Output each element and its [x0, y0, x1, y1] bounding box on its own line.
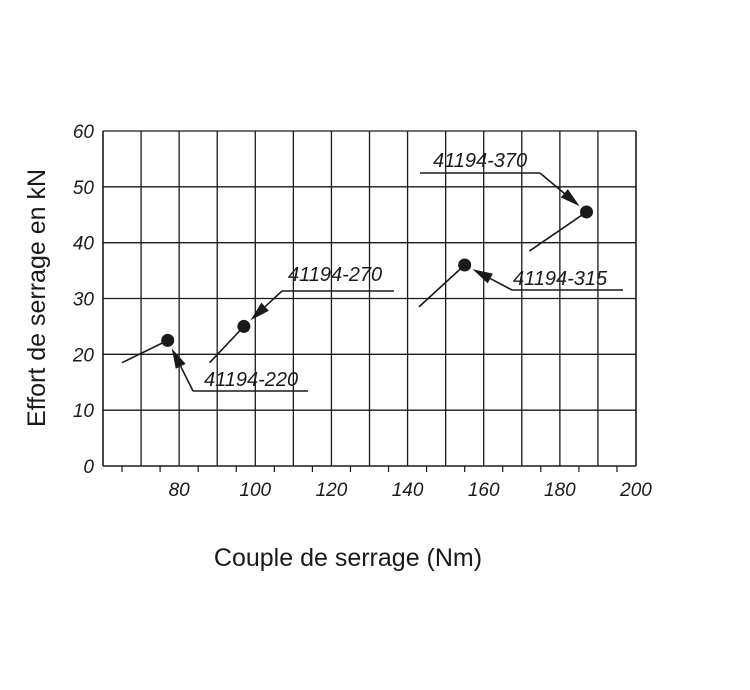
- y-tick-label: 50: [73, 178, 95, 199]
- annotation-arrowhead: [472, 269, 493, 284]
- x-tick-label: 200: [619, 480, 652, 501]
- x-tick-label: 120: [316, 480, 348, 501]
- y-tick-label: 30: [73, 290, 95, 311]
- y-tick-label: 10: [73, 401, 95, 422]
- trend-segments: [121, 211, 587, 364]
- annotation-leader: [264, 290, 283, 308]
- x-axis-label: Couple de serrage (Nm): [214, 544, 482, 572]
- point-label: 41194-370: [433, 150, 527, 172]
- trend-segment: [418, 264, 466, 308]
- point-annotations: 41194-220 41194-270 41194-315 41194-370: [171, 150, 623, 392]
- point-label: 41194-270: [288, 264, 382, 286]
- annotation-leader: [179, 365, 194, 392]
- data-points: [161, 205, 594, 347]
- y-tick-label: 0: [83, 457, 94, 478]
- trend-segment: [121, 339, 169, 364]
- tick-labels: 0 10 20 30 40 50 60 80 100 120 140 160 180 200: [72, 122, 652, 501]
- annotation-arrowhead: [250, 302, 269, 321]
- x-tick-label: 140: [392, 480, 424, 501]
- y-axis-label: Effort de serrage en kN: [23, 169, 51, 427]
- data-point: [237, 319, 251, 333]
- y-tick-label: 60: [73, 122, 95, 143]
- data-point: [458, 258, 472, 272]
- x-tick-label: 180: [544, 480, 576, 501]
- trend-segment: [528, 211, 587, 252]
- point-label: 41194-220: [204, 369, 298, 391]
- x-tick-label: 80: [169, 480, 191, 501]
- annotation-arrowhead: [171, 348, 186, 369]
- annotation-leader: [539, 172, 565, 194]
- trend-segment: [209, 325, 245, 364]
- grid: [102, 130, 637, 472]
- data-point: [580, 205, 594, 219]
- y-tick-label: 20: [72, 345, 95, 366]
- x-tick-label: 100: [239, 480, 271, 501]
- x-tick-label: 160: [468, 480, 500, 501]
- annotation-leader: [489, 277, 513, 291]
- point-label: 41194-315: [513, 268, 608, 290]
- annotation-arrowhead: [560, 189, 580, 207]
- y-tick-label: 40: [73, 234, 95, 255]
- data-point: [161, 333, 175, 347]
